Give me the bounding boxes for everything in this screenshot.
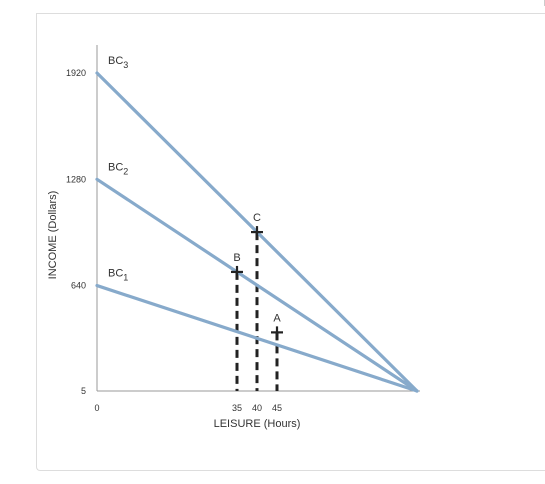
point-label-a: A [273, 312, 281, 324]
budget-line-label: BC3 [108, 55, 128, 70]
y-tick-label: 1280 [66, 174, 86, 184]
y-tick-label: 5 [81, 386, 86, 396]
point-marker-c [251, 226, 263, 239]
x-tick-label: 0 [94, 403, 99, 413]
budget-line-label: BC1 [108, 268, 128, 283]
point-marker-b [231, 265, 243, 278]
panel-top-border [36, 13, 545, 14]
x-axis-label: LEISURE (Hours) [214, 418, 301, 430]
x-tick-label: 35 [232, 403, 242, 413]
y-axis-label: INCOME (Dollars) [47, 191, 59, 280]
budget-line-bc2 [95, 177, 419, 393]
budget-line-bc1 [95, 283, 419, 393]
point-marker-a [271, 326, 283, 339]
y-tick-label: 640 [71, 281, 86, 291]
x-tick-label: 45 [272, 403, 282, 413]
chart-panel [36, 13, 545, 471]
point-label-b: B [233, 252, 240, 264]
budget-line-label: BC2 [108, 161, 128, 176]
x-tick-label: 40 [252, 403, 262, 413]
y-tick-label: 1920 [66, 68, 86, 78]
point-label-c: C [253, 212, 261, 224]
